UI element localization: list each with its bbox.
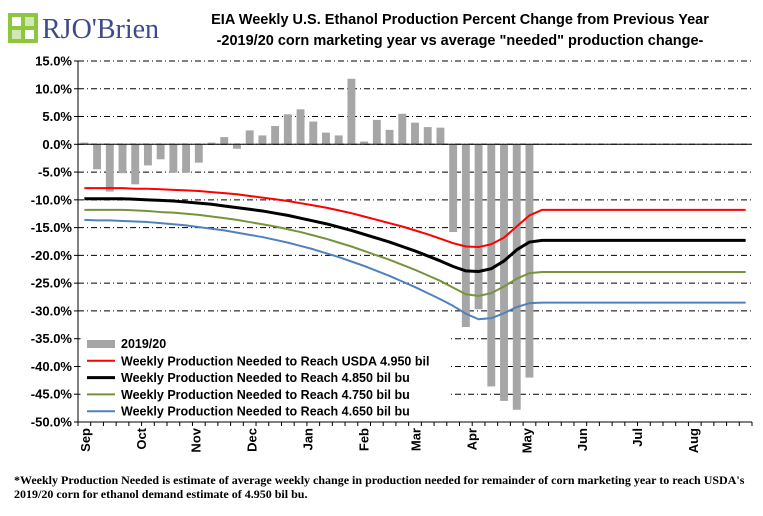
y-tick-label: -45.0%: [31, 387, 73, 402]
chart-area: 15.0% 10.0% 5.0% 0.0% -5.0% -10.0% -15.0% -20.0…: [31, 54, 753, 453]
y-tick-label: -15.0%: [31, 220, 73, 235]
bar-2019-20: [194, 144, 203, 163]
bar-2019-20: [449, 144, 458, 233]
logo-mark-icon: [8, 13, 38, 43]
y-tick-label: -5.0%: [38, 165, 72, 180]
x-tick-label-apr: Apr: [465, 428, 480, 450]
bar-2019-20: [118, 144, 127, 174]
bar-2019-20: [220, 137, 229, 145]
legend-label-line-3: Weekly Production Needed to Reach 4.750 …: [121, 388, 410, 402]
y-tick-label: -30.0%: [31, 303, 73, 318]
footnote: *Weekly Production Needed is estimate of…: [14, 473, 745, 501]
line-series-4: [84, 218, 746, 321]
bar-2019-20: [283, 114, 292, 145]
bar-2019-20: [487, 144, 496, 387]
y-tick-label: 5.0%: [42, 109, 72, 124]
bar-2019-20: [372, 119, 381, 145]
axes: [74, 60, 753, 426]
x-tick-label-feb: Feb: [357, 428, 372, 451]
x-tick-label-sep: Sep: [78, 428, 93, 452]
y-tick-label: -35.0%: [31, 331, 73, 346]
x-tick-label-oct: Oct: [134, 427, 149, 449]
bar-2019-20: [169, 144, 178, 173]
bar-2019-20: [360, 141, 369, 145]
bar-2019-20: [334, 135, 343, 145]
bar-2019-20: [105, 144, 114, 192]
chart-title: EIA Weekly U.S. Ethanol Production Perce…: [211, 12, 709, 28]
bar-2019-20: [271, 125, 280, 145]
y-tick-label: -40.0%: [31, 359, 73, 374]
bar-2019-20: [245, 130, 254, 145]
bar-2019-20: [182, 144, 191, 173]
bar-2019-20: [436, 127, 445, 145]
bar-2019-20: [474, 144, 483, 310]
x-tick-label-dec: Dec: [245, 428, 260, 452]
rjo-brien-logo: RJO'Brien: [8, 10, 159, 48]
gridlines: [78, 60, 752, 423]
y-tick-label: 0.0%: [42, 137, 72, 152]
legend: 2019/20 Weekly Production Needed to Reach…: [80, 334, 451, 421]
legend-label-line-4: Weekly Production Needed to Reach 4.650 …: [121, 405, 410, 419]
line-series-3: [84, 208, 746, 297]
y-tick-label: -20.0%: [31, 248, 73, 263]
line-series-1: [84, 187, 746, 249]
legend-box: [80, 334, 451, 421]
y-tick-label: -50.0%: [31, 415, 73, 430]
bar-2019-20: [93, 144, 102, 170]
legend-label-line-2: Weekly Production Needed to Reach 4.850 …: [121, 371, 410, 385]
bar-2019-20: [207, 142, 216, 145]
x-tick-label-nov: Nov: [189, 427, 204, 452]
logo-text: RJO'Brien: [42, 14, 160, 45]
bar-2019-20: [525, 144, 534, 378]
x-tick-label-aug: Aug: [686, 428, 701, 453]
y-tick-label: 15.0%: [35, 54, 72, 69]
x-tick-label-jan: Jan: [301, 428, 316, 450]
bar-2019-20: [398, 113, 407, 145]
bar-2019-20: [322, 132, 330, 145]
y-tick-label: -10.0%: [31, 192, 73, 207]
chart-subtitle: -2019/20 corn marketing year vs average …: [216, 33, 704, 49]
bar-2019-20: [423, 127, 432, 145]
legend-label-bar: 2019/20: [121, 337, 166, 351]
bar-2019-20: [233, 144, 241, 149]
bar-2019-20: [500, 144, 508, 401]
legend-swatch-bar: [87, 340, 115, 348]
x-tick-label-jul: Jul: [630, 428, 645, 447]
bar-2019-20: [512, 144, 521, 410]
y-tick-label: 10.0%: [35, 81, 72, 96]
legend-label-line-1: Weekly Production Needed to Reach USDA 4…: [121, 354, 429, 368]
bar-2019-20: [131, 144, 140, 185]
bar-2019-20: [461, 144, 470, 328]
bar-2019-20: [347, 78, 356, 145]
x-tick-label-mar: Mar: [409, 428, 424, 451]
bar-2019-20: [411, 122, 419, 145]
line-series-group: [84, 187, 746, 321]
line-series-2: [84, 197, 746, 273]
bar-2019-20: [258, 135, 267, 145]
bar-2019-20: [309, 121, 318, 145]
x-axis-tick-labels: Sep Oct Nov Dec Jan Feb Mar Apr May Jun Jul Aug: [78, 427, 701, 453]
bar-2019-20: [296, 109, 305, 145]
bar-2019-20: [156, 144, 165, 160]
bar-2019-20: [144, 144, 152, 166]
bar-series-2019-20: [80, 78, 534, 410]
bar-2019-20: [80, 142, 89, 145]
y-tick-label: -25.0%: [31, 276, 73, 291]
bar-2019-20: [385, 129, 394, 145]
y-axis-tick-labels: 15.0% 10.0% 5.0% 0.0% -5.0% -10.0% -15.0% -20.0…: [31, 54, 73, 430]
x-tick-label-jun: Jun: [575, 428, 590, 451]
x-tick-label-may: May: [519, 427, 534, 453]
